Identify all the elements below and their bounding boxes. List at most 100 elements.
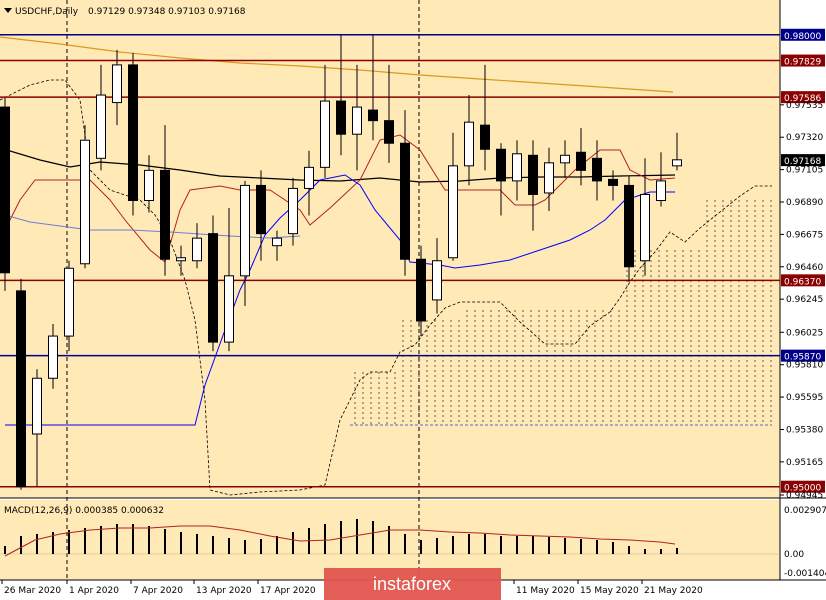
symbol-label: USDCHF,Daily xyxy=(15,7,79,17)
x-tick-label: 1 Apr 2020 xyxy=(69,586,119,596)
candle-body[interactable] xyxy=(672,159,682,167)
hline-label: 0.96370 xyxy=(784,277,821,287)
y-tick-label: 0.96675 xyxy=(786,230,823,240)
candle-body[interactable] xyxy=(448,165,458,259)
candle-body[interactable] xyxy=(96,94,106,159)
horizontal-levels: 0.98000 0.97829 0.97586 0.96370 0.95870 0.950… xyxy=(0,28,825,494)
y-tick-label: 0.95380 xyxy=(786,425,823,435)
hline-label: 0.95000 xyxy=(784,484,821,494)
candle-body[interactable] xyxy=(592,157,602,182)
candle-body[interactable] xyxy=(368,109,378,122)
header-group: USDCHF,Daily 0.97129 0.97348 0.97103 0.9… xyxy=(4,7,246,516)
cloud-fill xyxy=(354,200,772,425)
candle-body[interactable] xyxy=(240,184,250,277)
candle-body[interactable] xyxy=(560,154,570,164)
candle-body[interactable] xyxy=(272,237,282,247)
candle-body[interactable] xyxy=(528,154,538,195)
y-tick-label: 0.96245 xyxy=(786,295,823,305)
candle-body[interactable] xyxy=(320,100,330,168)
candle-body[interactable] xyxy=(496,148,506,182)
macd-tick-top: 0.002907 xyxy=(784,506,826,516)
current-price-bg xyxy=(781,154,825,167)
candle-body[interactable] xyxy=(304,166,314,189)
candle-body[interactable] xyxy=(608,178,618,186)
x-tick-label: 17 Apr 2020 xyxy=(260,586,316,596)
tenkan-sen-line xyxy=(5,174,675,426)
macd-signal-line xyxy=(4,525,676,557)
candle-body[interactable] xyxy=(656,180,666,201)
x-tick-label: 21 May 2020 xyxy=(644,586,703,596)
y-tick-label: 0.95165 xyxy=(786,458,823,468)
macd-axis-bg xyxy=(780,500,826,580)
candle-body[interactable] xyxy=(224,275,234,343)
candle-body[interactable] xyxy=(176,257,186,262)
y-tick-label: 0.96025 xyxy=(786,328,823,338)
candle-body[interactable] xyxy=(544,162,554,194)
candle-body[interactable] xyxy=(16,290,26,488)
candle-body[interactable] xyxy=(464,121,474,167)
x-tick-label: 11 May 2020 xyxy=(516,586,575,596)
price-axis-bg xyxy=(780,0,826,498)
price-axis: 0.97535 0.97320 0.97105 0.96890 0.96675 0.964… xyxy=(780,101,825,501)
candle-body[interactable] xyxy=(256,184,266,235)
candle-body[interactable] xyxy=(288,187,298,235)
cloud-upper-dashed xyxy=(349,185,772,401)
macd-tick-zero: 0.00 xyxy=(784,550,804,560)
candle-body[interactable] xyxy=(0,106,10,274)
candle-body[interactable] xyxy=(144,169,154,201)
hline-label: 0.97829 xyxy=(784,58,821,68)
hline-label-bg xyxy=(781,349,825,362)
candle-body[interactable] xyxy=(192,237,202,262)
instaforex-watermark: instaforex xyxy=(324,568,501,600)
hline-label-bg xyxy=(781,28,825,41)
x-tick-label: 26 Mar 2020 xyxy=(4,586,61,596)
candle-body[interactable] xyxy=(48,335,58,379)
candle-body[interactable] xyxy=(624,184,634,268)
macd-tick-bottom: -0.001404 xyxy=(784,569,826,579)
candle-body[interactable] xyxy=(352,106,362,135)
candle-body[interactable] xyxy=(432,260,442,301)
ma-orange-line xyxy=(0,36,674,93)
y-tick-label: 0.95595 xyxy=(786,393,823,403)
candle-body[interactable] xyxy=(576,151,586,171)
y-tick-label: 0.97320 xyxy=(786,133,823,143)
chikou-blue-line xyxy=(4,214,301,239)
y-tick-label: 0.95810 xyxy=(786,361,823,371)
y-tick-label: 0.97535 xyxy=(786,101,823,111)
hline-label-bg xyxy=(781,480,825,493)
candle-body[interactable] xyxy=(64,267,74,337)
hline-label: 0.95870 xyxy=(784,353,821,363)
y-tick-label: 0.97105 xyxy=(786,166,823,176)
hline-label-bg xyxy=(781,274,825,287)
y-tick-label: 0.94945 xyxy=(786,491,823,501)
candle-body[interactable] xyxy=(640,193,650,262)
y-tick-label: 0.96460 xyxy=(786,263,823,273)
current-price-label: 0.97168 xyxy=(784,157,821,167)
candle-body[interactable] xyxy=(208,233,218,343)
candle-body[interactable] xyxy=(80,139,90,265)
hline-label: 0.98000 xyxy=(784,32,821,42)
time-axis: 26 Mar 2020 1 Apr 2020 7 Apr 2020 13 Apr 20… xyxy=(1,580,703,596)
candles xyxy=(0,34,682,490)
candle-body[interactable] xyxy=(480,124,490,150)
x-tick-label: 13 Apr 2020 xyxy=(196,586,252,596)
x-tick-label: 15 May 2020 xyxy=(580,586,639,596)
candle-body[interactable] xyxy=(384,120,394,144)
candle-body[interactable] xyxy=(32,377,42,435)
hline-label-bg xyxy=(781,54,825,67)
candle-body[interactable] xyxy=(336,100,346,135)
candle-body[interactable] xyxy=(112,64,122,104)
y-tick-label: 0.96890 xyxy=(786,198,823,208)
candle-body[interactable] xyxy=(128,64,138,201)
watermark-text: instaforex xyxy=(373,574,451,594)
hline-label-bg xyxy=(781,91,825,104)
hline-label: 0.97586 xyxy=(784,94,821,104)
candle-body[interactable] xyxy=(512,153,522,182)
macd-label: MACD(12,26,9) 0.000385 0.000632 xyxy=(4,506,164,516)
collapse-triangle-icon[interactable] xyxy=(4,8,12,13)
candle-body[interactable] xyxy=(160,169,170,260)
candle-body[interactable] xyxy=(416,258,426,322)
candle-body[interactable] xyxy=(400,142,410,260)
ohlc-label: 0.97129 0.97348 0.97103 0.97168 xyxy=(88,7,246,17)
